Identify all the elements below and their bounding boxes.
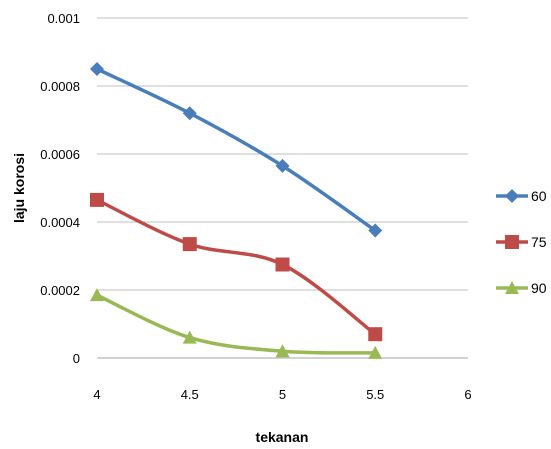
gridlines [97, 17, 468, 359]
legend: 60 75 90 [496, 188, 547, 296]
series-60 [90, 62, 383, 238]
y-tick-label: 0 [73, 351, 80, 366]
legend-marker-60 [505, 189, 519, 203]
y-tick-label: 0.0002 [40, 283, 80, 298]
data-point-90 [275, 344, 290, 358]
x-axis-label: tekanan [256, 429, 309, 445]
x-tick-label: 6 [464, 387, 471, 402]
legend-item-75: 75 [496, 234, 547, 250]
legend-label-60: 60 [531, 188, 547, 204]
data-point-90 [90, 288, 104, 302]
series-line-60 [96, 67, 377, 232]
data-point-75 [368, 327, 383, 342]
series-75 [90, 192, 383, 342]
series-group [90, 62, 383, 359]
x-tick-label: 5 [279, 387, 286, 402]
x-tick-label: 4 [93, 387, 100, 402]
data-point-60 [90, 62, 104, 76]
legend-label-75: 75 [531, 234, 547, 250]
y-tick-label: 0.0004 [40, 215, 80, 230]
y-axis-label: laju korosi [11, 153, 27, 223]
data-point-60 [182, 106, 197, 121]
series-90 [90, 288, 383, 359]
data-point-75 [275, 257, 290, 272]
legend-label-90: 90 [531, 280, 547, 296]
data-point-75 [90, 192, 104, 207]
data-point-75 [182, 237, 197, 252]
legend-marker-75 [505, 235, 519, 249]
series-line-75 [96, 198, 377, 336]
legend-item-60: 60 [496, 188, 547, 204]
y-tick-label: 0.0006 [40, 147, 80, 162]
data-point-60 [368, 223, 383, 238]
data-point-90 [182, 330, 197, 344]
y-tick-label: 0.0008 [40, 79, 80, 94]
data-point-90 [368, 345, 383, 359]
data-point-60 [275, 158, 290, 173]
legend-item-90: 90 [496, 280, 547, 296]
legend-marker-90 [505, 281, 519, 294]
series-line-90 [96, 293, 376, 355]
y-tick-label: 0.001 [47, 11, 80, 26]
x-axis-ticks: 4 4.5 5 5.5 6 [93, 387, 471, 402]
x-tick-label: 4.5 [181, 387, 199, 402]
y-axis-ticks: 0 0.0002 0.0004 0.0006 0.0008 0.001 [40, 11, 80, 366]
x-tick-label: 5.5 [366, 387, 384, 402]
